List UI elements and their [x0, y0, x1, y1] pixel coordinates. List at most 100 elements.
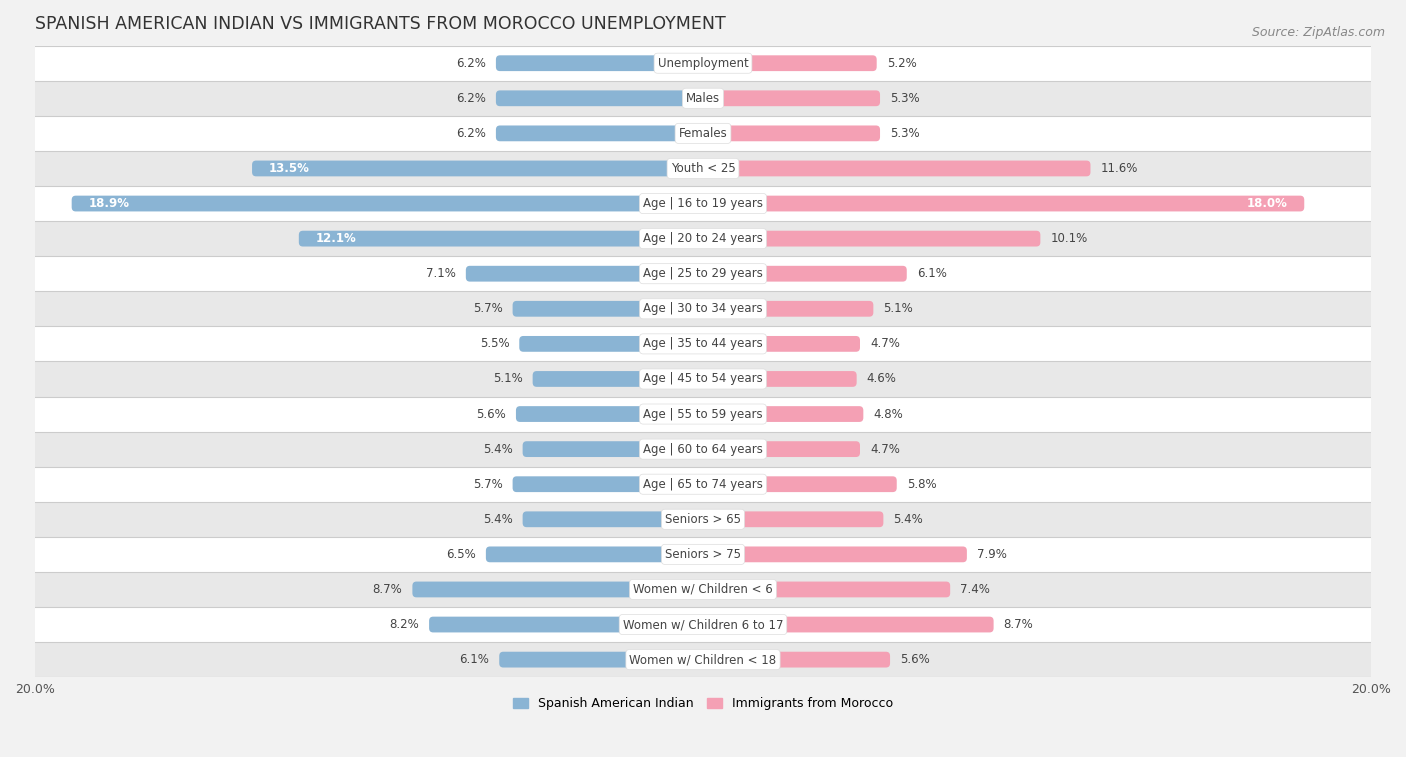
- FancyBboxPatch shape: [35, 45, 1371, 81]
- Text: 18.9%: 18.9%: [89, 197, 129, 210]
- FancyBboxPatch shape: [703, 441, 860, 457]
- FancyBboxPatch shape: [513, 301, 703, 316]
- FancyBboxPatch shape: [465, 266, 703, 282]
- Text: 7.4%: 7.4%: [960, 583, 990, 596]
- FancyBboxPatch shape: [516, 407, 703, 422]
- Text: 5.4%: 5.4%: [482, 443, 513, 456]
- FancyBboxPatch shape: [703, 476, 897, 492]
- Text: 5.4%: 5.4%: [482, 512, 513, 526]
- FancyBboxPatch shape: [496, 90, 703, 106]
- FancyBboxPatch shape: [35, 361, 1371, 397]
- Text: 5.2%: 5.2%: [887, 57, 917, 70]
- Text: 11.6%: 11.6%: [1101, 162, 1137, 175]
- FancyBboxPatch shape: [703, 195, 1305, 211]
- FancyBboxPatch shape: [35, 291, 1371, 326]
- FancyBboxPatch shape: [429, 617, 703, 632]
- FancyBboxPatch shape: [703, 90, 880, 106]
- FancyBboxPatch shape: [703, 160, 1091, 176]
- FancyBboxPatch shape: [412, 581, 703, 597]
- Text: 5.6%: 5.6%: [900, 653, 929, 666]
- Text: Youth < 25: Youth < 25: [671, 162, 735, 175]
- Text: Age | 45 to 54 years: Age | 45 to 54 years: [643, 372, 763, 385]
- FancyBboxPatch shape: [35, 151, 1371, 186]
- FancyBboxPatch shape: [703, 407, 863, 422]
- Text: 12.1%: 12.1%: [315, 232, 356, 245]
- FancyBboxPatch shape: [35, 537, 1371, 572]
- Text: 6.5%: 6.5%: [446, 548, 475, 561]
- FancyBboxPatch shape: [35, 466, 1371, 502]
- FancyBboxPatch shape: [35, 397, 1371, 431]
- FancyBboxPatch shape: [35, 431, 1371, 466]
- Text: Females: Females: [679, 127, 727, 140]
- Text: Age | 16 to 19 years: Age | 16 to 19 years: [643, 197, 763, 210]
- FancyBboxPatch shape: [703, 336, 860, 352]
- Text: Age | 60 to 64 years: Age | 60 to 64 years: [643, 443, 763, 456]
- FancyBboxPatch shape: [299, 231, 703, 247]
- FancyBboxPatch shape: [703, 512, 883, 527]
- FancyBboxPatch shape: [513, 476, 703, 492]
- Legend: Spanish American Indian, Immigrants from Morocco: Spanish American Indian, Immigrants from…: [509, 692, 897, 715]
- FancyBboxPatch shape: [703, 547, 967, 562]
- Text: 5.4%: 5.4%: [893, 512, 924, 526]
- Text: 18.0%: 18.0%: [1247, 197, 1288, 210]
- Text: 7.1%: 7.1%: [426, 267, 456, 280]
- Text: Age | 20 to 24 years: Age | 20 to 24 years: [643, 232, 763, 245]
- FancyBboxPatch shape: [703, 55, 877, 71]
- Text: Seniors > 75: Seniors > 75: [665, 548, 741, 561]
- FancyBboxPatch shape: [703, 652, 890, 668]
- Text: 6.1%: 6.1%: [460, 653, 489, 666]
- Text: Seniors > 65: Seniors > 65: [665, 512, 741, 526]
- FancyBboxPatch shape: [35, 186, 1371, 221]
- Text: Unemployment: Unemployment: [658, 57, 748, 70]
- FancyBboxPatch shape: [252, 160, 703, 176]
- FancyBboxPatch shape: [35, 256, 1371, 291]
- FancyBboxPatch shape: [35, 502, 1371, 537]
- FancyBboxPatch shape: [35, 607, 1371, 642]
- Text: Age | 30 to 34 years: Age | 30 to 34 years: [643, 302, 763, 316]
- Text: 8.2%: 8.2%: [389, 618, 419, 631]
- Text: 4.6%: 4.6%: [866, 372, 897, 385]
- FancyBboxPatch shape: [499, 652, 703, 668]
- FancyBboxPatch shape: [703, 301, 873, 316]
- Text: 5.3%: 5.3%: [890, 92, 920, 104]
- FancyBboxPatch shape: [703, 266, 907, 282]
- Text: Women w/ Children 6 to 17: Women w/ Children 6 to 17: [623, 618, 783, 631]
- Text: Source: ZipAtlas.com: Source: ZipAtlas.com: [1251, 26, 1385, 39]
- FancyBboxPatch shape: [486, 547, 703, 562]
- FancyBboxPatch shape: [523, 441, 703, 457]
- Text: Age | 35 to 44 years: Age | 35 to 44 years: [643, 338, 763, 350]
- Text: Age | 25 to 29 years: Age | 25 to 29 years: [643, 267, 763, 280]
- Text: 10.1%: 10.1%: [1050, 232, 1088, 245]
- Text: 6.2%: 6.2%: [456, 92, 486, 104]
- Text: Women w/ Children < 18: Women w/ Children < 18: [630, 653, 776, 666]
- Text: 5.3%: 5.3%: [890, 127, 920, 140]
- Text: 6.1%: 6.1%: [917, 267, 946, 280]
- Text: Women w/ Children < 6: Women w/ Children < 6: [633, 583, 773, 596]
- FancyBboxPatch shape: [35, 642, 1371, 678]
- Text: 5.6%: 5.6%: [477, 407, 506, 421]
- Text: Males: Males: [686, 92, 720, 104]
- Text: 4.7%: 4.7%: [870, 338, 900, 350]
- Text: 5.7%: 5.7%: [472, 302, 502, 316]
- FancyBboxPatch shape: [703, 581, 950, 597]
- FancyBboxPatch shape: [703, 371, 856, 387]
- Text: SPANISH AMERICAN INDIAN VS IMMIGRANTS FROM MOROCCO UNEMPLOYMENT: SPANISH AMERICAN INDIAN VS IMMIGRANTS FR…: [35, 15, 725, 33]
- Text: 5.1%: 5.1%: [883, 302, 912, 316]
- FancyBboxPatch shape: [496, 55, 703, 71]
- FancyBboxPatch shape: [496, 126, 703, 142]
- Text: 4.7%: 4.7%: [870, 443, 900, 456]
- Text: 8.7%: 8.7%: [1004, 618, 1033, 631]
- FancyBboxPatch shape: [703, 126, 880, 142]
- Text: Age | 55 to 59 years: Age | 55 to 59 years: [643, 407, 763, 421]
- Text: 5.1%: 5.1%: [494, 372, 523, 385]
- Text: 7.9%: 7.9%: [977, 548, 1007, 561]
- Text: 5.8%: 5.8%: [907, 478, 936, 491]
- FancyBboxPatch shape: [35, 572, 1371, 607]
- Text: Age | 65 to 74 years: Age | 65 to 74 years: [643, 478, 763, 491]
- FancyBboxPatch shape: [35, 221, 1371, 256]
- FancyBboxPatch shape: [35, 116, 1371, 151]
- Text: 13.5%: 13.5%: [269, 162, 309, 175]
- FancyBboxPatch shape: [72, 195, 703, 211]
- Text: 5.7%: 5.7%: [472, 478, 502, 491]
- FancyBboxPatch shape: [519, 336, 703, 352]
